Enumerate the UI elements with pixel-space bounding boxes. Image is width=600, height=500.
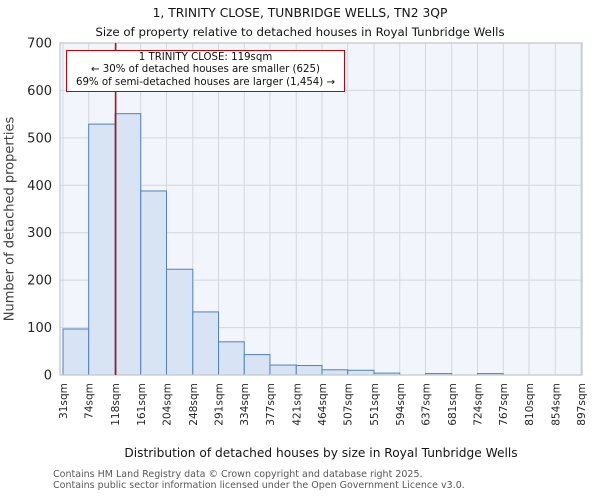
histogram-bar [269,364,297,376]
histogram-bar [165,268,194,376]
y-tick-label: 500 [27,131,52,146]
y-tick-label: 400 [27,179,52,194]
histogram-bar [347,369,375,376]
chart-subtitle: Size of property relative to detached ho… [95,25,505,39]
histogram-bar [192,311,220,376]
x-axis-title: Distribution of detached houses by size … [124,446,518,460]
x-tick-label: 291sqm [214,383,226,426]
histogram-bar [114,113,142,376]
x-tick-label: 724sqm [473,383,485,426]
x-tick-label: 334sqm [239,383,251,426]
x-tick-label: 637sqm [420,383,432,426]
footer-line-1: Contains HM Land Registry data © Crown c… [53,469,423,480]
histogram-bar [295,365,323,376]
plot-border [59,42,583,376]
x-tick-label: 161sqm [136,383,148,426]
histogram-bar [140,190,167,376]
x-tick-label: 551sqm [369,383,381,426]
x-tick-label: 118sqm [110,383,122,426]
x-tick-label: 204sqm [161,383,173,426]
histogram-bar [243,354,271,376]
x-tick-label: 507sqm [343,383,355,426]
histogram-bar [321,369,349,376]
y-tick-label: 700 [27,37,52,52]
y-tick-label: 0 [44,369,52,384]
histogram-bar [218,341,245,376]
x-tick-label: 377sqm [265,383,277,426]
y-tick-label: 300 [27,226,52,241]
annotation-larger-line: 69% of semi-detached houses are larger (… [75,76,336,88]
y-tick-label: 200 [27,274,52,289]
histogram-bar [88,123,116,376]
x-tick-label: 810sqm [524,383,536,426]
x-tick-label: 854sqm [550,383,562,426]
x-tick-label: 74sqm [84,383,96,419]
y-tick-label: 600 [27,84,52,99]
x-tick-label: 421sqm [291,383,303,426]
footer-line-2: Contains public sector information licen… [53,480,465,492]
chart-title: 1, TRINITY CLOSE, TUNBRIDGE WELLS, TN2 3… [152,6,448,20]
annotation-property-line: 1 TRINITY CLOSE: 119sqm [138,52,273,63]
histogram-bar [62,328,90,376]
x-tick-label: 897sqm [576,383,588,426]
annotation-smaller-line: ← 30% of detached houses are smaller (62… [91,64,320,76]
x-tick-label: 767sqm [498,383,510,426]
x-tick-label: 248sqm [188,383,200,426]
license-footer: Contains HM Land Registry data © Crown c… [53,469,465,492]
x-tick-label: 464sqm [317,383,329,426]
property-annotation-box: 1 TRINITY CLOSE: 119sqm ← 30% of detache… [66,50,345,93]
x-tick-label: 681sqm [447,383,459,426]
y-tick-label: 100 [27,321,52,336]
x-tick-label: 31sqm [58,383,70,419]
x-tick-label: 594sqm [395,383,407,426]
